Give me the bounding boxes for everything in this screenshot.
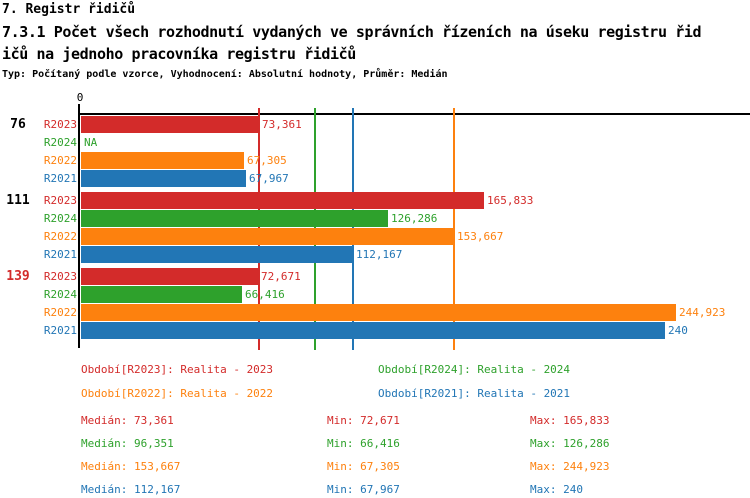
bar-value-label: 153,667 xyxy=(457,230,504,243)
bar-row: R2023 165,833 xyxy=(0,192,750,209)
bar xyxy=(81,152,244,169)
group-label: 139 xyxy=(6,269,30,284)
stat-min: Min: 67,305 xyxy=(327,460,400,473)
bar-row: R2021 112,167 xyxy=(0,246,750,263)
bar-row: R2021 67,967 xyxy=(0,170,750,187)
bar xyxy=(81,304,676,321)
series-label: R2024 xyxy=(43,136,77,149)
bar-value-label: 67,305 xyxy=(247,154,287,167)
bar-value-label: NA xyxy=(84,136,98,149)
chart-title-line-2: ičů na jednoho pracovníka registru řidič… xyxy=(2,45,356,63)
bar-row: R2022 244,923 xyxy=(0,304,750,321)
bar-chart: 0 76 111 139 R2023 73,361 R2024 NA R2022 67… xyxy=(0,91,750,350)
stat-median: Medián: 153,667 xyxy=(81,460,181,473)
bar-row: R2024 66,416 xyxy=(0,286,750,303)
bar-value-label: 73,361 xyxy=(262,118,302,131)
bar xyxy=(81,286,242,303)
bar xyxy=(81,322,665,339)
series-label: R2021 xyxy=(43,172,77,185)
group-label: 76 xyxy=(10,117,26,132)
x-axis-zero-tick-label: 0 xyxy=(76,91,84,104)
bar xyxy=(81,116,259,133)
bar-value-label: 72,671 xyxy=(261,270,301,283)
bar xyxy=(81,268,258,285)
stat-median: Medián: 112,167 xyxy=(81,483,181,496)
chart-subtitle: Typ: Počítaný podle vzorce, Vyhodnocení:… xyxy=(2,69,448,80)
bar-value-label: 126,286 xyxy=(391,212,438,225)
stat-min: Min: 72,671 xyxy=(327,414,400,427)
stat-median: Medián: 73,361 xyxy=(81,414,174,427)
stat-min: Min: 66,416 xyxy=(327,437,400,450)
series-label: R2022 xyxy=(43,306,77,319)
legend-item-r2023: Období[R2023]: Realita - 2023 xyxy=(81,363,274,376)
bar xyxy=(81,210,388,227)
bar xyxy=(81,192,484,209)
bar-value-label: 66,416 xyxy=(245,288,285,301)
series-label: R2022 xyxy=(43,230,77,243)
median-line-r2022 xyxy=(453,108,455,350)
series-label: R2021 xyxy=(43,324,77,337)
stat-max: Max: 240 xyxy=(530,483,583,496)
series-label: R2024 xyxy=(43,288,77,301)
bar-value-label: 240 xyxy=(668,324,688,337)
section-title: 7. Registr řidičů xyxy=(2,2,136,17)
bar-row: R2021 240 xyxy=(0,322,750,339)
series-label: R2024 xyxy=(43,212,77,225)
bar xyxy=(81,170,246,187)
series-label: R2023 xyxy=(43,194,77,207)
series-label: R2022 xyxy=(43,154,77,167)
bar-row: R2023 72,671 xyxy=(0,268,750,285)
bar-value-label: 244,923 xyxy=(679,306,726,319)
bar-row: R2024 NA xyxy=(0,134,750,151)
bar-value-label: 165,833 xyxy=(487,194,534,207)
stat-max: Max: 126,286 xyxy=(530,437,610,450)
bar xyxy=(81,246,353,263)
stat-max: Max: 244,923 xyxy=(530,460,610,473)
bar-row: R2022 153,667 xyxy=(0,228,750,245)
y-axis-line xyxy=(78,104,80,348)
bar-row: R2024 126,286 xyxy=(0,210,750,227)
bar-row: R2022 67,305 xyxy=(0,152,750,169)
group-label: 111 xyxy=(6,193,30,208)
stat-min: Min: 67,967 xyxy=(327,483,400,496)
bar-value-label: 112,167 xyxy=(356,248,403,261)
bar-row: R2023 73,361 xyxy=(0,116,750,133)
legend-item-r2022: Období[R2022]: Realita - 2022 xyxy=(81,387,274,400)
chart-title-line-1: 7.3.1 Počet všech rozhodnutí vydaných ve… xyxy=(2,23,702,41)
stat-max: Max: 165,833 xyxy=(530,414,610,427)
series-label: R2023 xyxy=(43,270,77,283)
x-axis-line xyxy=(78,113,750,115)
series-label: R2021 xyxy=(43,248,77,261)
stat-median: Medián: 96,351 xyxy=(81,437,174,450)
legend-item-r2021: Období[R2021]: Realita - 2021 xyxy=(378,387,571,400)
bar xyxy=(81,228,454,245)
bar-value-label: 67,967 xyxy=(249,172,289,185)
legend-item-r2024: Období[R2024]: Realita - 2024 xyxy=(378,363,571,376)
series-label: R2023 xyxy=(43,118,77,131)
